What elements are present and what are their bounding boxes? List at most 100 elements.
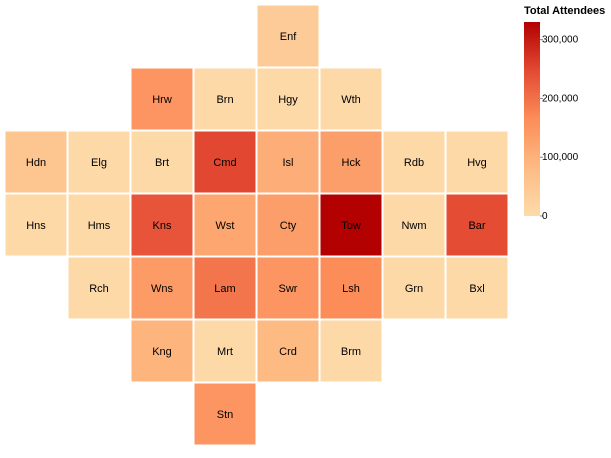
tile-label: Rdb [404,157,424,169]
tile-isl: Isl [256,130,320,194]
tile-label: Wns [151,283,174,295]
tile-rect [130,130,194,194]
tile-label: Hck [342,157,361,169]
legend-title: Total Attendees [524,5,605,17]
tile-label: Bxl [469,283,484,295]
tile-label: Grn [405,283,423,295]
tile-label: Brt [155,157,169,169]
tile-rect [193,193,257,257]
tile-label: Mrt [217,346,233,358]
tile-rect [319,319,383,383]
tile-rect [445,256,509,320]
tile-swr: Swr [256,256,320,320]
tile-rect [256,67,320,131]
tile-label: Crd [279,346,297,358]
tile-brm: Brm [319,319,383,383]
tile-rect [130,319,194,383]
tile-rect [445,193,509,257]
tile-kng: Kng [130,319,194,383]
tile-rect [319,193,383,257]
tile-nwm: Nwm [382,193,446,257]
tile-label: Hrw [152,94,172,106]
tile-brt: Brt [130,130,194,194]
tile-hvg: Hvg [445,130,509,194]
tile-hrw: Hrw [130,67,194,131]
tile-label: Bar [468,220,485,232]
tile-cty: Cty [256,193,320,257]
tile-rect [445,130,509,194]
tile-rect [4,130,68,194]
tile-rect [319,130,383,194]
tile-label: Hns [26,220,46,232]
tile-label: Wst [216,220,235,232]
tile-label: Isl [283,157,294,169]
tile-elg: Elg [67,130,131,194]
tile-rect [382,130,446,194]
tile-stn: Stn [193,382,257,446]
tile-label: Brn [216,94,233,106]
tile-wst: Wst [193,193,257,257]
legend-ticks: 0 100,000 200,000 300,000 [540,35,579,222]
tile-rect [130,67,194,131]
tile-rect [382,256,446,320]
tile-rect [67,256,131,320]
tile-rect [193,319,257,383]
tile-rect [67,130,131,194]
legend-color-ramp [524,22,540,216]
tile-label: Kng [152,346,172,358]
tile-label: Hgy [278,94,298,106]
tile-rch: Rch [67,256,131,320]
tile-hns: Hns [4,193,68,257]
tile-label: Hdn [26,157,46,169]
tile-rect [193,130,257,194]
tile-label: Rch [89,283,109,295]
tile-label: Hvg [467,157,487,169]
tile-hck: Hck [319,130,383,194]
tile-bar: Bar [445,193,509,257]
legend: Total Attendees 0 100,000 200,000 300,000 [524,5,605,222]
tile-hdn: Hdn [4,130,68,194]
tile-wns: Wns [130,256,194,320]
tile-rect [4,193,68,257]
tile-hgy: Hgy [256,67,320,131]
tile-grn: Grn [382,256,446,320]
tile-label: Swr [279,283,298,295]
tile-grid: Enf Hrw Brn Hgy Wth Hdn Elg Brt Cmd Isl Hck Rdb Hvg H… [4,4,509,446]
legend-tick-label: 0 [542,211,548,222]
tile-enf: Enf [256,4,320,68]
tile-tow: Tow [319,193,383,257]
tile-bxl: Bxl [445,256,509,320]
legend-tick-label: 100,000 [542,152,579,163]
tile-label: Enf [280,31,297,43]
tile-rect [67,193,131,257]
tile-label: Cty [280,220,297,232]
tile-label: Brm [341,346,361,358]
legend-tick-label: 300,000 [542,35,579,46]
tile-label: Lam [214,283,235,295]
tile-rdb: Rdb [382,130,446,194]
tile-rect [256,4,320,68]
tile-label: Hms [88,220,111,232]
tile-rect [193,256,257,320]
tile-hms: Hms [67,193,131,257]
tile-rect [130,256,194,320]
tile-mrt: Mrt [193,319,257,383]
tile-label: Lsh [342,283,360,295]
tile-rect [319,67,383,131]
tile-rect [382,193,446,257]
tile-rect [319,256,383,320]
tile-brn: Brn [193,67,257,131]
tile-lam: Lam [193,256,257,320]
tile-rect [256,256,320,320]
tile-label: Nwm [401,220,426,232]
tile-rect [256,319,320,383]
tile-label: Kns [153,220,172,232]
tile-rect [256,193,320,257]
tile-rect [193,382,257,446]
tile-label: Cmd [213,157,236,169]
tile-label: Stn [217,409,234,421]
tile-label: Elg [91,157,107,169]
tile-rect [130,193,194,257]
tile-label: Tow [341,220,361,232]
tile-rect [193,67,257,131]
